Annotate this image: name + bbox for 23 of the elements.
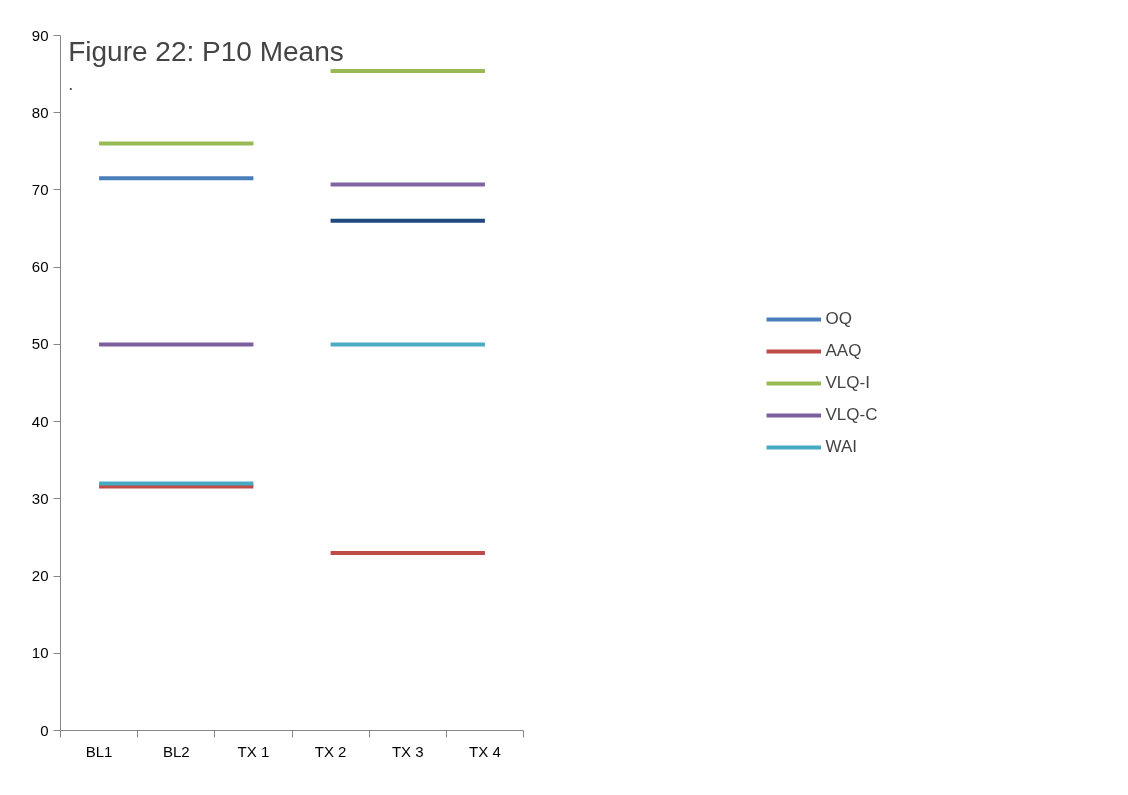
- y-tick-label: 40: [31, 412, 49, 430]
- legend-label: VLQ-C: [825, 404, 878, 425]
- legend-label: WAI: [825, 436, 857, 457]
- y-tick-label: 50: [31, 335, 49, 353]
- legend-label: OQ: [825, 308, 852, 329]
- x-tick-label: TX 4: [469, 742, 501, 760]
- annotation: .: [68, 74, 74, 95]
- y-tick-label: 30: [31, 489, 49, 507]
- legend-label: AAQ: [825, 340, 862, 361]
- y-tick-label: 70: [31, 180, 49, 198]
- x-tick-label: BL1: [85, 742, 113, 760]
- x-tick-label: TX 1: [237, 742, 270, 760]
- y-tick-label: 20: [31, 567, 49, 585]
- y-tick-label: 60: [31, 258, 49, 276]
- x-tick-label: TX 2: [314, 742, 347, 760]
- legend-label: VLQ-I: [825, 372, 870, 393]
- y-tick-label: 10: [31, 644, 49, 662]
- y-tick-label: 90: [31, 26, 49, 44]
- chart-title: Figure 22: P10 Means: [68, 35, 344, 67]
- x-tick-label: BL2: [162, 742, 190, 760]
- x-tick-label: TX 3: [391, 742, 424, 760]
- y-tick-label: 0: [40, 721, 49, 739]
- y-tick-label: 80: [31, 103, 49, 121]
